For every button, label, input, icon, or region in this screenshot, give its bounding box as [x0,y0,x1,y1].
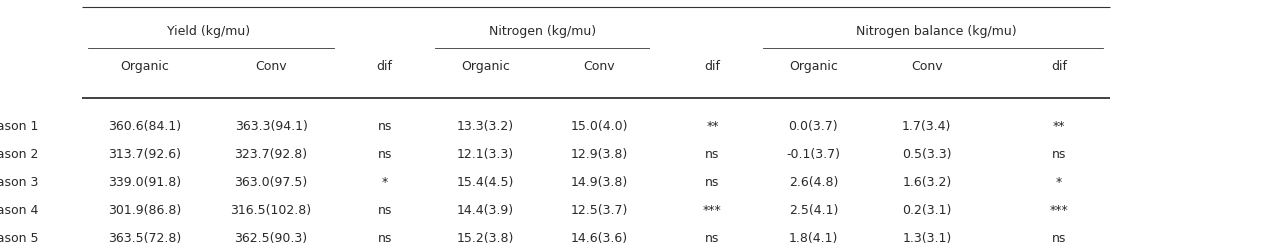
Text: dif: dif [705,60,720,73]
Text: -0.1(3.7): -0.1(3.7) [787,148,840,161]
Text: 2.5(4.1): 2.5(4.1) [788,204,839,217]
Text: ns: ns [377,120,392,133]
Text: Conv: Conv [910,60,943,73]
Text: ns: ns [705,176,720,189]
Text: **: ** [1053,120,1066,133]
Text: Yield (kg/mu): Yield (kg/mu) [166,25,250,38]
Text: 363.5(72.8): 363.5(72.8) [108,232,182,245]
Text: ns: ns [377,204,392,217]
Text: 14.4(3.9): 14.4(3.9) [456,204,514,217]
Text: *: * [1057,176,1062,189]
Text: 1.6(3.2): 1.6(3.2) [902,176,952,189]
Text: 363.3(94.1): 363.3(94.1) [235,120,308,133]
Text: 12.1(3.3): 12.1(3.3) [456,148,514,161]
Text: ns: ns [377,232,392,245]
Text: Season 5: Season 5 [0,232,39,245]
Text: 14.9(3.8): 14.9(3.8) [570,176,628,189]
Text: dif: dif [1052,60,1067,73]
Text: ns: ns [705,148,720,161]
Text: 360.6(84.1): 360.6(84.1) [108,120,182,133]
Text: Organic: Organic [789,60,837,73]
Text: Season 4: Season 4 [0,204,38,217]
Text: dif: dif [377,60,392,73]
Text: Season 1: Season 1 [0,120,38,133]
Text: 0.5(3.3): 0.5(3.3) [902,148,952,161]
Text: 15.0(4.0): 15.0(4.0) [570,120,628,133]
Text: 362.5(90.3): 362.5(90.3) [235,232,308,245]
Text: 15.2(3.8): 15.2(3.8) [456,232,514,245]
Text: **: ** [706,120,719,133]
Text: 339.0(91.8): 339.0(91.8) [108,176,182,189]
Text: 13.3(3.2): 13.3(3.2) [456,120,514,133]
Text: 12.5(3.7): 12.5(3.7) [570,204,628,217]
Text: ns: ns [705,232,720,245]
Text: 1.7(3.4): 1.7(3.4) [902,120,952,133]
Text: 301.9(86.8): 301.9(86.8) [108,204,182,217]
Text: 316.5(102.8): 316.5(102.8) [231,204,311,217]
Text: Organic: Organic [121,60,169,73]
Text: ns: ns [1052,232,1067,245]
Text: 323.7(92.8): 323.7(92.8) [235,148,308,161]
Text: Nitrogen balance (kg/mu): Nitrogen balance (kg/mu) [856,25,1016,38]
Text: 14.6(3.6): 14.6(3.6) [570,232,628,245]
Text: Nitrogen (kg/mu): Nitrogen (kg/mu) [489,25,595,38]
Text: 1.3(3.1): 1.3(3.1) [902,232,952,245]
Text: ns: ns [377,148,392,161]
Text: Season 3: Season 3 [0,176,38,189]
Text: ***: *** [704,204,721,217]
Text: Conv: Conv [583,60,615,73]
Text: Conv: Conv [255,60,288,73]
Text: 0.0(3.7): 0.0(3.7) [788,120,839,133]
Text: *: * [382,176,387,189]
Text: ***: *** [1050,204,1068,217]
Text: 0.2(3.1): 0.2(3.1) [902,204,952,217]
Text: Season 2: Season 2 [0,148,38,161]
Text: 313.7(92.6): 313.7(92.6) [108,148,182,161]
Text: 363.0(97.5): 363.0(97.5) [235,176,308,189]
Text: 1.8(4.1): 1.8(4.1) [788,232,839,245]
Text: Organic: Organic [462,60,509,73]
Text: ns: ns [1052,148,1067,161]
Text: 2.6(4.8): 2.6(4.8) [788,176,839,189]
Text: 12.9(3.8): 12.9(3.8) [570,148,628,161]
Text: 15.4(4.5): 15.4(4.5) [456,176,514,189]
